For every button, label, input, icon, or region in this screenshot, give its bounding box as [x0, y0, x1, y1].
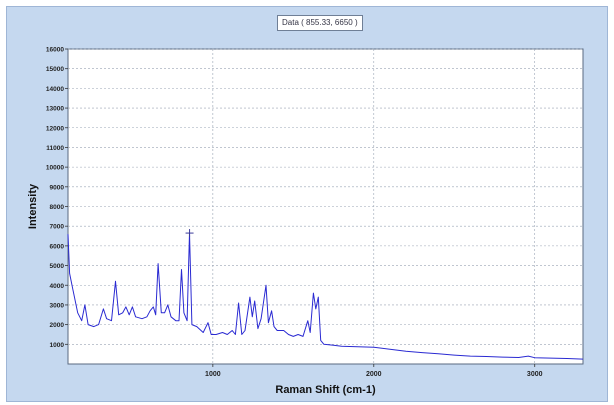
- y-tick-label: 14000: [46, 86, 64, 93]
- y-tick-label: 11000: [46, 145, 64, 152]
- y-tick-label: 7000: [50, 224, 65, 231]
- raman-spectrum-chart: 1000 2000 3000 4000 5000 6000 7000 8000 9000 1000…: [27, 47, 584, 396]
- y-axis-label: Intensity: [27, 183, 39, 229]
- x-tick-label: 1000: [205, 371, 221, 378]
- y-tick-label: 13000: [46, 106, 64, 113]
- y-tick-label: 1000: [50, 342, 65, 349]
- x-tick-label: 3000: [527, 371, 543, 378]
- y-tick-label: 4000: [50, 283, 65, 290]
- series-line: [67, 232, 584, 360]
- cursor-readout: Data ( 855.33, 6650 ): [277, 15, 363, 31]
- x-tick-label: 2000: [366, 371, 382, 378]
- y-tick-label: 2000: [50, 322, 65, 329]
- y-tick-label: 15000: [46, 66, 64, 73]
- y-tick-label: 9000: [50, 184, 65, 191]
- y-tick-label: 12000: [46, 125, 64, 132]
- y-tick-label: 6000: [50, 243, 65, 250]
- chart-window: 1000 2000 3000 4000 5000 6000 7000 8000 9000 1000…: [6, 6, 608, 402]
- y-tick-label: 5000: [50, 263, 65, 270]
- y-tick-label: 8000: [50, 204, 65, 211]
- x-axis-label: Raman Shift (cm-1): [275, 384, 376, 396]
- y-tick-label: 3000: [50, 302, 65, 309]
- y-tick-label: 16000: [46, 47, 64, 54]
- y-tick-label: 10000: [46, 165, 64, 172]
